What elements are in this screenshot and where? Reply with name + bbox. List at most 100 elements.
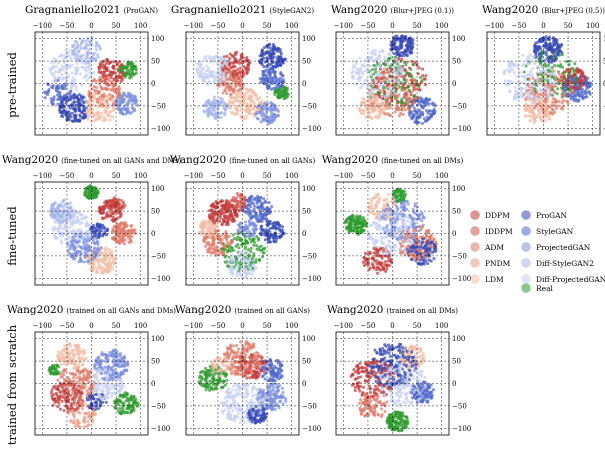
point-stylegan	[270, 205, 274, 209]
point-progan	[105, 227, 109, 231]
point-progan	[69, 115, 73, 119]
point-ldm	[544, 108, 548, 112]
point-diffprojectedgan	[520, 64, 525, 68]
point-iddpm	[123, 204, 127, 208]
point-adm	[563, 91, 567, 96]
point-real	[411, 62, 415, 67]
point-stylegan	[52, 97, 56, 101]
point-stylegan	[43, 96, 47, 100]
point-diffprojectedgan	[383, 55, 387, 59]
point-diffprojectedgan	[60, 64, 64, 68]
point-stylegan	[253, 211, 257, 215]
point-progan	[407, 45, 411, 49]
panel-title-main: Wang2020	[2, 154, 58, 166]
point-diffprojectedgan	[517, 74, 521, 78]
point-ddpm	[424, 74, 428, 78]
point-diffstylegan2	[77, 49, 81, 53]
point-projectedgan	[87, 248, 91, 252]
point-diffprojectedgan	[218, 69, 222, 73]
point-diffprojectedgan	[83, 216, 88, 220]
point-ldm	[108, 256, 112, 260]
point-projectedgan	[261, 110, 265, 115]
point-ldm	[250, 99, 255, 103]
point-stylegan	[424, 103, 428, 107]
point-ldm	[234, 95, 238, 99]
point-ddpm	[108, 60, 112, 64]
point-stylegan	[262, 73, 266, 77]
point-ldm	[541, 120, 545, 124]
point-adm	[393, 76, 397, 80]
point-real	[283, 89, 287, 93]
grid-lines	[487, 32, 600, 135]
point-adm	[221, 83, 225, 87]
point-progan	[279, 52, 283, 56]
point-projectedgan	[272, 112, 276, 116]
point-real	[387, 56, 391, 61]
point-diffprojectedgan	[507, 82, 511, 86]
point-diffprojectedgan	[351, 69, 355, 73]
point-ddpm	[574, 87, 578, 91]
point-ldm	[535, 106, 539, 110]
point-ldm	[362, 97, 366, 101]
point-adm	[405, 78, 409, 82]
point-diffstylegan2	[212, 98, 216, 102]
point-diffprojectedgan	[52, 64, 56, 68]
point-projectedgan	[131, 106, 135, 110]
point-real	[132, 72, 136, 76]
point-progan	[69, 97, 73, 101]
point-diffprojectedgan	[377, 53, 381, 58]
point-diffstylegan2	[97, 43, 101, 47]
point-diffprojectedgan	[506, 79, 510, 83]
point-progan	[261, 228, 265, 232]
point-ldm	[541, 114, 545, 118]
point-diffprojectedgan	[88, 71, 92, 75]
point-projectedgan	[89, 236, 93, 240]
point-diffprojectedgan	[75, 243, 79, 247]
point-real	[553, 77, 557, 81]
point-real	[236, 235, 240, 239]
point-ldm	[537, 112, 541, 116]
point-diffprojectedgan	[65, 229, 69, 233]
point-diffprojectedgan	[528, 73, 532, 77]
point-adm	[109, 80, 113, 84]
point-progan	[262, 45, 266, 50]
point-real	[550, 74, 554, 79]
point-real	[566, 87, 570, 92]
point-diffprojectedgan	[84, 65, 88, 69]
point-ldm	[260, 103, 264, 107]
point-progan	[273, 65, 277, 69]
point-real	[536, 73, 540, 77]
point-diffprojectedgan	[63, 237, 67, 241]
point-ldm	[533, 119, 537, 123]
point-diffprojectedgan	[365, 82, 369, 86]
point-progan	[81, 96, 85, 100]
point-diffprojectedgan	[394, 58, 399, 62]
point-diffprojectedgan	[71, 217, 75, 221]
point-progan	[404, 50, 409, 54]
point-progan	[73, 100, 77, 104]
point-ddpm	[111, 215, 115, 219]
point-projectedgan	[254, 112, 258, 116]
point-projectedgan	[270, 115, 274, 119]
y-tick-label: 100	[151, 185, 164, 193]
point-adm	[232, 88, 236, 92]
point-ddpm	[410, 81, 414, 85]
point-stylegan	[43, 90, 47, 94]
point-diffstylegan2	[96, 55, 100, 59]
panel-title: Gragnaniello2021 (ProGAN)	[25, 4, 158, 16]
point-progan	[265, 56, 269, 60]
point-projectedgan	[92, 250, 96, 254]
point-diffprojectedgan	[528, 62, 532, 66]
point-diffstylegan2	[54, 209, 58, 213]
point-projectedgan	[85, 242, 89, 246]
point-projectedgan	[276, 113, 280, 117]
panel-title-main: Gragnaniello2021	[171, 4, 267, 16]
point-stylegan	[588, 81, 592, 85]
point-real	[396, 62, 400, 66]
point-progan	[262, 65, 266, 69]
point-ldm	[89, 267, 93, 271]
point-diffprojectedgan	[538, 88, 542, 92]
point-ldm	[242, 97, 246, 101]
x-tick-label: 0	[541, 22, 545, 30]
point-diffprojectedgan	[61, 67, 65, 71]
